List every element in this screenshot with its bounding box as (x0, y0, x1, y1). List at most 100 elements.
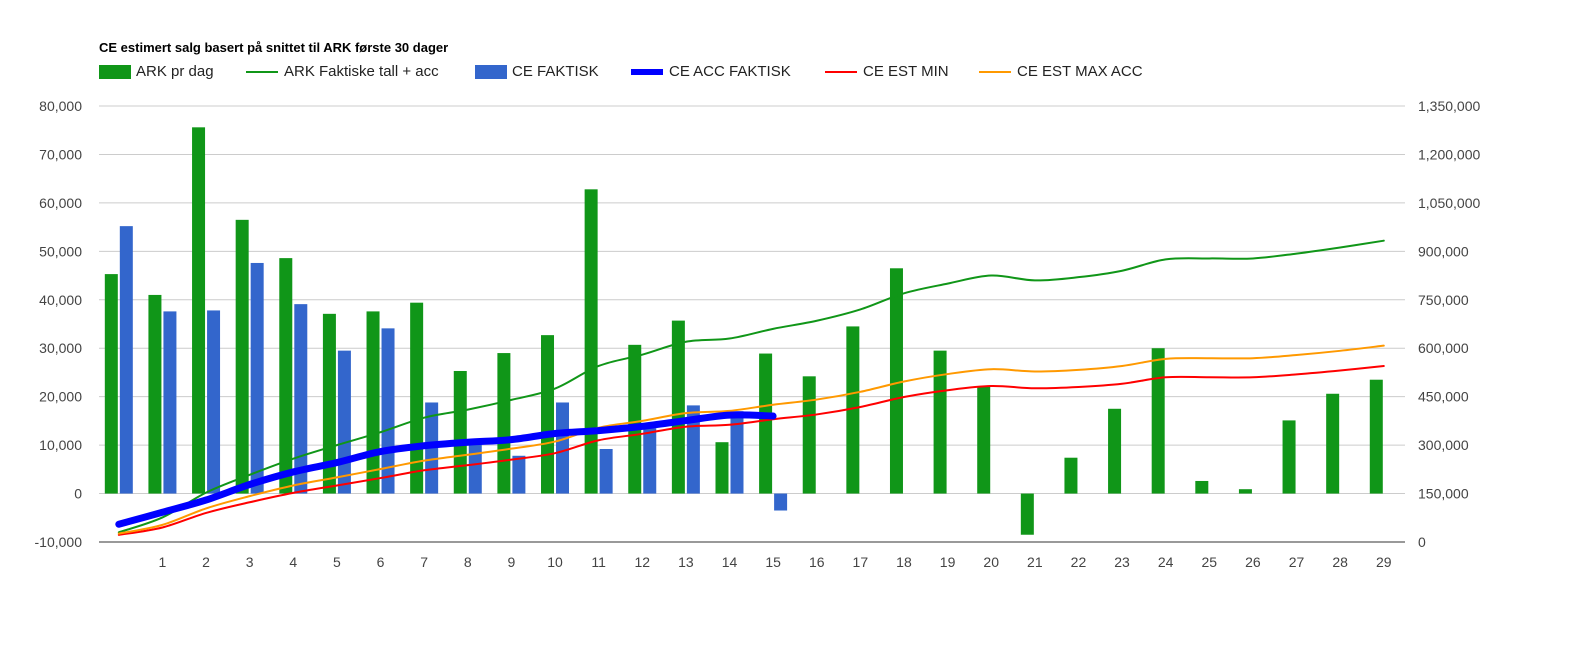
x-tick-label: 3 (246, 554, 254, 570)
bar-ce-faktisk (599, 448, 613, 494)
bar-ark-pr-dag (192, 127, 206, 494)
y-right-tick-label: 300,000 (1418, 437, 1469, 453)
x-tick-label: 24 (1158, 554, 1174, 570)
bar-ark-pr-dag (104, 274, 118, 494)
bar-ce-faktisk (774, 493, 788, 511)
y-left-tick-label: 40,000 (39, 292, 82, 308)
legend-swatch (475, 65, 507, 79)
bar-ce-faktisk (250, 262, 264, 494)
line-ark-faktiske-tall-acc (117, 239, 1385, 534)
legend-swatch (825, 71, 857, 73)
x-tick-label: 10 (547, 554, 563, 570)
bar-ark-pr-dag (1108, 408, 1122, 494)
x-tick-label: 1 (159, 554, 167, 570)
x-tick-label: 6 (377, 554, 385, 570)
bar-ark-pr-dag (148, 294, 162, 494)
x-tick-label: 29 (1376, 554, 1392, 570)
bar-ark-pr-dag (889, 268, 903, 494)
legend-label: ARK pr dag (136, 63, 214, 80)
y-left-tick-label: 80,000 (39, 98, 82, 114)
bar-ark-pr-dag (628, 344, 642, 494)
bar-ce-faktisk (468, 439, 482, 494)
legend-label: CE EST MIN (863, 63, 949, 80)
y-left-tick-label: 10,000 (39, 437, 82, 453)
bar-ce-faktisk (163, 311, 177, 494)
line-ce-acc-faktisk (115, 411, 777, 528)
legend-swatch (979, 71, 1011, 73)
y-left-tick-label: 50,000 (39, 243, 82, 259)
bar-ce-faktisk (207, 310, 221, 494)
bar-ark-pr-dag (1064, 457, 1078, 494)
bar-ark-pr-dag (1282, 420, 1296, 494)
x-tick-label: 8 (464, 554, 472, 570)
bar-ark-pr-dag (671, 320, 685, 494)
y-left-tick-label: 30,000 (39, 340, 82, 356)
bar-ark-pr-dag (1238, 489, 1252, 494)
y-right-tick-label: 450,000 (1418, 389, 1469, 405)
x-tick-label: 13 (678, 554, 694, 570)
x-tick-label: 25 (1202, 554, 1218, 570)
y-right-tick-label: 600,000 (1418, 340, 1469, 356)
bar-ce-faktisk (643, 428, 657, 494)
y-right-tick-label: 0 (1418, 534, 1426, 550)
legend-swatch (246, 71, 278, 73)
bar-ce-faktisk (686, 405, 700, 494)
legend-label: CE ACC FAKTISK (669, 63, 791, 80)
x-tick-label: 12 (634, 554, 650, 570)
y-right-tick-label: 1,200,000 (1418, 146, 1480, 162)
x-tick-label: 16 (809, 554, 825, 570)
bar-ce-faktisk (512, 455, 526, 494)
bar-ark-pr-dag (1369, 379, 1383, 494)
x-tick-label: 17 (853, 554, 869, 570)
line-ce-est-max-acc (117, 344, 1385, 535)
bar-ark-pr-dag (977, 386, 991, 494)
bar-ce-faktisk (337, 350, 351, 494)
x-tick-label: 11 (591, 554, 606, 570)
bar-ark-pr-dag (1326, 393, 1340, 494)
x-tick-label: 18 (896, 554, 912, 570)
x-tick-label: 14 (722, 554, 738, 570)
line-ce-est-min (117, 364, 1385, 536)
y-left-tick-label: 70,000 (39, 146, 82, 162)
bar-ark-pr-dag (933, 350, 947, 494)
bar-ark-pr-dag (453, 370, 467, 494)
x-tick-label: 21 (1027, 554, 1043, 570)
y-right-tick-label: 900,000 (1418, 243, 1469, 259)
legend-swatch (631, 69, 663, 75)
bar-ark-pr-dag (802, 376, 816, 494)
bar-ark-pr-dag (410, 302, 424, 494)
x-tick-label: 28 (1332, 554, 1348, 570)
x-tick-label: 23 (1114, 554, 1130, 570)
x-tick-label: 9 (507, 554, 515, 570)
legend-label: CE FAKTISK (512, 63, 599, 80)
x-tick-label: 4 (289, 554, 297, 570)
bar-ark-pr-dag (541, 335, 555, 494)
x-tick-label: 26 (1245, 554, 1261, 570)
y-left-tick-label: 0 (74, 486, 82, 502)
bar-ark-pr-dag (1151, 348, 1165, 494)
bar-ce-faktisk (294, 304, 308, 494)
legend-swatch (99, 65, 131, 79)
legend-label: CE EST MAX ACC (1017, 63, 1143, 80)
bar-ark-pr-dag (497, 353, 511, 494)
x-tick-label: 2 (202, 554, 210, 570)
bar-ark-pr-dag (846, 326, 860, 494)
y-right-tick-label: 150,000 (1418, 486, 1469, 502)
y-right-tick-label: 1,350,000 (1418, 98, 1480, 114)
bar-ark-pr-dag (759, 353, 773, 494)
legend-label: ARK Faktiske tall + acc (284, 63, 439, 80)
y-left-tick-label: -10,000 (35, 534, 83, 550)
bar-ark-pr-dag (279, 258, 293, 494)
x-tick-label: 19 (940, 554, 956, 570)
y-right-tick-label: 750,000 (1418, 292, 1469, 308)
bar-ce-faktisk (119, 226, 133, 494)
x-tick-label: 15 (765, 554, 781, 570)
x-tick-label: 27 (1289, 554, 1305, 570)
bar-ce-faktisk (556, 402, 570, 494)
bar-ark-pr-dag (1195, 480, 1209, 494)
bar-ark-pr-dag (715, 442, 729, 494)
x-tick-label: 7 (420, 554, 428, 570)
bar-ark-pr-dag (235, 219, 249, 494)
